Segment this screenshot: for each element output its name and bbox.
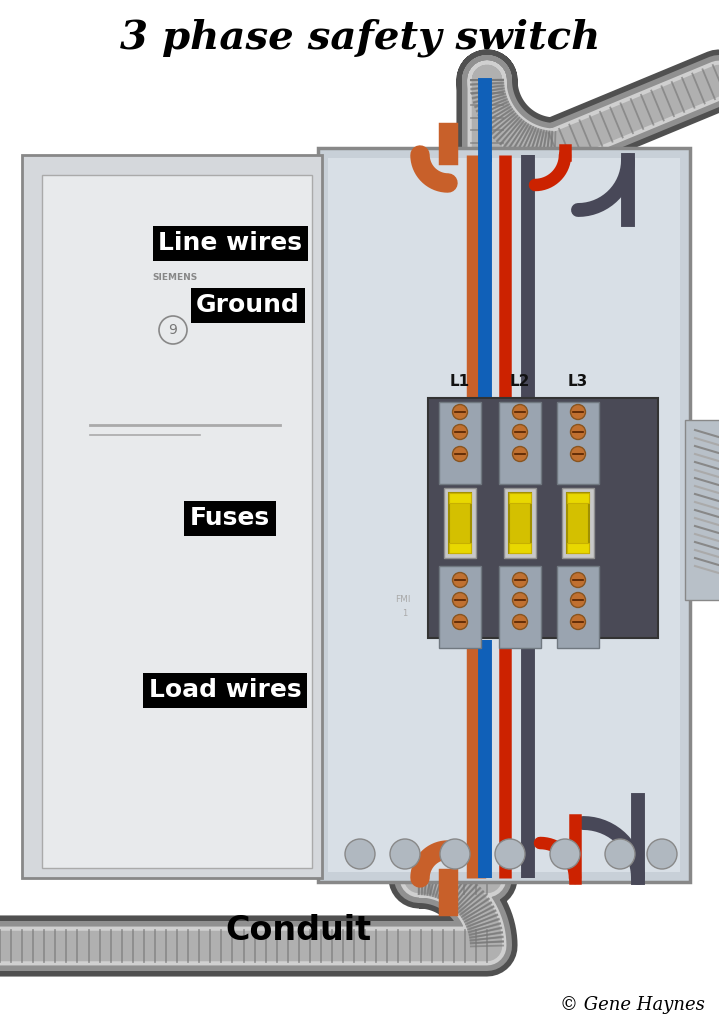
Circle shape	[452, 404, 467, 420]
Text: 9: 9	[168, 323, 178, 337]
Circle shape	[452, 593, 467, 607]
Circle shape	[550, 839, 580, 869]
Text: FMI: FMI	[395, 596, 411, 604]
Circle shape	[570, 614, 585, 630]
Text: Ground: Ground	[196, 293, 300, 317]
Text: Load wires: Load wires	[149, 678, 301, 702]
Bar	[449, 493, 471, 553]
Text: L1: L1	[450, 375, 470, 389]
Bar	[562, 488, 594, 558]
Circle shape	[647, 839, 677, 869]
Circle shape	[495, 839, 525, 869]
Circle shape	[452, 446, 467, 462]
Bar	[557, 402, 599, 484]
Text: 3 phase safety switch: 3 phase safety switch	[120, 18, 600, 57]
Bar	[444, 488, 476, 558]
Circle shape	[513, 572, 528, 588]
Bar	[557, 566, 599, 648]
Text: L3: L3	[568, 375, 588, 389]
Circle shape	[452, 425, 467, 439]
Bar	[685, 420, 719, 600]
Circle shape	[452, 614, 467, 630]
Bar	[509, 543, 531, 553]
Text: © Gene Haynes: © Gene Haynes	[560, 996, 705, 1014]
Circle shape	[513, 593, 528, 607]
Circle shape	[570, 572, 585, 588]
Bar	[504, 488, 536, 558]
Circle shape	[513, 425, 528, 439]
Bar	[567, 493, 589, 503]
Text: L2: L2	[510, 375, 530, 389]
Circle shape	[570, 593, 585, 607]
Bar	[22, 155, 322, 878]
Bar	[428, 398, 658, 638]
Circle shape	[513, 404, 528, 420]
Bar	[42, 175, 312, 868]
Circle shape	[605, 839, 635, 869]
Circle shape	[390, 839, 420, 869]
Bar	[499, 566, 541, 648]
Bar	[499, 402, 541, 484]
Circle shape	[570, 446, 585, 462]
Bar	[328, 158, 680, 872]
Bar	[439, 402, 481, 484]
Bar	[318, 148, 690, 882]
Text: 1: 1	[402, 609, 407, 618]
Bar	[509, 493, 531, 553]
Text: SIEMENS: SIEMENS	[152, 273, 198, 283]
Circle shape	[345, 839, 375, 869]
Text: Line wires: Line wires	[158, 231, 302, 255]
Circle shape	[440, 839, 470, 869]
Circle shape	[513, 446, 528, 462]
Bar	[449, 543, 471, 553]
Circle shape	[452, 572, 467, 588]
Text: Conduit: Conduit	[225, 913, 371, 946]
Circle shape	[570, 425, 585, 439]
Circle shape	[513, 614, 528, 630]
Bar	[439, 566, 481, 648]
Bar	[567, 493, 589, 553]
Bar	[449, 493, 471, 503]
Bar	[509, 493, 531, 503]
Circle shape	[570, 404, 585, 420]
Bar	[567, 543, 589, 553]
Text: Fuses: Fuses	[190, 506, 270, 530]
